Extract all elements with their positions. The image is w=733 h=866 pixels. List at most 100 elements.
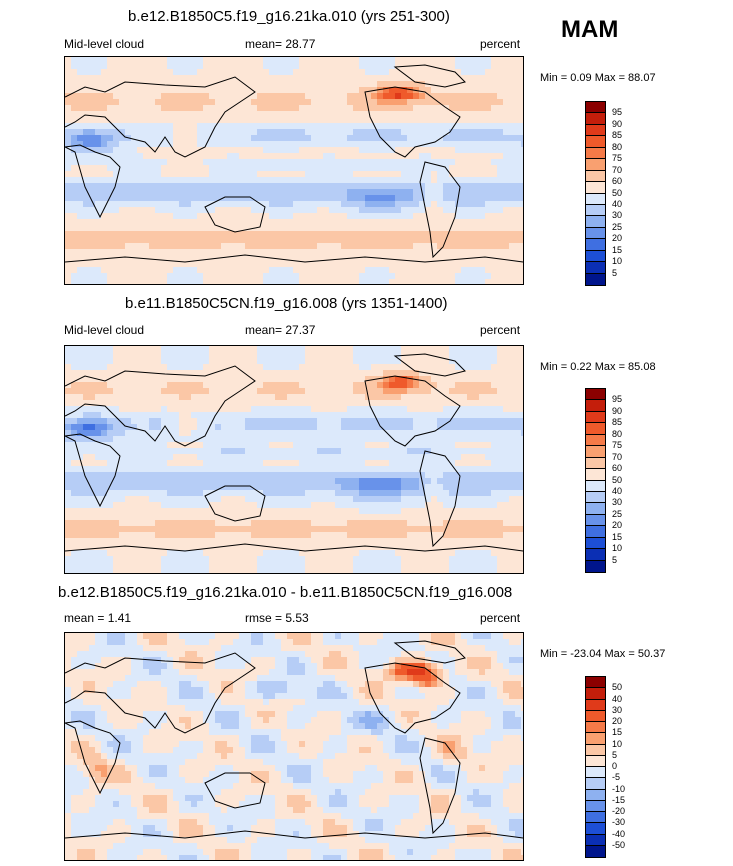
colorbar-tick-label: 50 [612, 474, 623, 485]
colorbar-swatch [586, 677, 605, 689]
colorbar-tick-label: 30 [612, 210, 623, 221]
panel-2-title: b.e11.B1850C5CN.f19_g16.008 (yrs 1351-14… [125, 295, 448, 312]
colorbar-swatch [586, 744, 605, 756]
colorbar-tick-label: 30 [612, 704, 623, 715]
panel-3-rmse: rmse = 5.53 [245, 611, 309, 625]
colorbar-swatch [586, 389, 605, 401]
colorbar-swatch [586, 733, 605, 745]
colorbar-swatch [586, 812, 605, 824]
panel-1-variable: Mid-level cloud [64, 37, 145, 51]
colorbar-swatch [586, 182, 605, 194]
colorbar-tick-label: 25 [612, 508, 623, 519]
colorbar-tick-label: 75 [612, 440, 623, 451]
colorbar-tick-label: -30 [612, 817, 626, 828]
colorbar-swatch [586, 823, 605, 835]
panel-2-colorbar [585, 388, 606, 573]
colorbar-tick-label: 15 [612, 531, 623, 542]
colorbar-swatch [586, 537, 605, 550]
colorbar-swatch [586, 147, 605, 160]
panel-3-colorbar [585, 676, 606, 858]
colorbar-swatch [586, 514, 605, 527]
panel-3-units: percent [480, 611, 521, 625]
colorbar-tick-label: 85 [612, 130, 623, 141]
colorbar-swatch [586, 434, 605, 447]
colorbar-tick-label: -5 [612, 772, 621, 783]
colorbar-tick-label: -50 [612, 839, 626, 850]
panel-1-colorbar [585, 101, 606, 286]
panel-3-minmax: Min = -23.04 Max = 50.37 [540, 648, 666, 660]
colorbar-swatch [586, 457, 605, 470]
colorbar-tick-label: 20 [612, 520, 623, 531]
colorbar-tick-label: 50 [612, 682, 623, 693]
colorbar-tick-label: 90 [612, 405, 623, 416]
panel-1-minmax: Min = 0.09 Max = 88.07 [540, 72, 656, 84]
panel-1-colorbar-labels: 95 90 85 80 75 70 60 50 40 30 25 20 15 10 5 [612, 101, 642, 284]
colorbar-swatch [586, 688, 605, 700]
colorbar-tick-label: 5 [612, 749, 618, 760]
colorbar-tick-label: 80 [612, 428, 623, 439]
colorbar-tick-label: 95 [612, 107, 623, 118]
colorbar-swatch [586, 778, 605, 790]
colorbar-tick-label: 25 [612, 221, 623, 232]
panel-3-title: b.e12.B1850C5.f19_g16.21ka.010 - b.e11.B… [58, 584, 513, 601]
colorbar-tick-label: 85 [612, 417, 623, 428]
colorbar-tick-label: 20 [612, 233, 623, 244]
colorbar-swatch [586, 400, 605, 412]
colorbar-swatch [586, 446, 605, 458]
colorbar-swatch [586, 193, 605, 205]
colorbar-tick-label: 95 [612, 394, 623, 405]
colorbar-swatch [586, 722, 605, 734]
colorbar-swatch [586, 491, 605, 504]
colorbar-tick-label: 70 [612, 164, 623, 175]
panel-1-mean: mean= 28.77 [245, 37, 316, 51]
colorbar-tick-label: 0 [612, 761, 618, 771]
colorbar-tick-label: 5 [612, 267, 618, 278]
colorbar-tick-label: -20 [612, 806, 626, 816]
colorbar-tick-label: 10 [612, 543, 623, 554]
colorbar-tick-label: 15 [612, 727, 623, 738]
colorbar-tick-label: 20 [612, 716, 623, 726]
colorbar-tick-label: 5 [612, 554, 618, 565]
colorbar-swatch [586, 699, 605, 711]
colorbar-swatch [586, 216, 605, 228]
colorbar-swatch [586, 170, 605, 183]
colorbar-tick-label: -10 [612, 783, 626, 794]
colorbar-tick-label: 50 [612, 187, 623, 198]
panel-2-map [64, 345, 524, 574]
colorbar-swatch [586, 136, 605, 148]
colorbar-swatch [586, 124, 605, 137]
colorbar-tick-label: 75 [612, 153, 623, 164]
colorbar-tick-label: 15 [612, 244, 623, 255]
colorbar-tick-label: 10 [612, 738, 623, 749]
colorbar-swatch [586, 834, 605, 846]
colorbar-tick-label: 40 [612, 485, 623, 496]
panel-1-map [64, 56, 524, 285]
colorbar-swatch [586, 710, 605, 722]
colorbar-swatch [586, 549, 605, 561]
colorbar-swatch [586, 102, 605, 114]
panel-3-mean: mean = 1.41 [64, 611, 132, 625]
colorbar-tick-label: 40 [612, 198, 623, 209]
panel-2-colorbar-labels: 95 90 85 80 75 70 60 50 40 30 25 20 15 10 5 [612, 388, 642, 571]
panel-3-colorbar-labels: 50 40 30 20 15 10 5 0 -5 -10 -15 -20 -30 -40 -50 [612, 676, 642, 856]
colorbar-swatch [586, 204, 605, 217]
season-label: MAM [561, 16, 619, 43]
colorbar-swatch [586, 503, 605, 515]
colorbar-swatch [586, 845, 605, 857]
colorbar-tick-label: -40 [612, 828, 626, 839]
colorbar-swatch [586, 789, 605, 801]
colorbar-tick-label: 60 [612, 463, 623, 474]
colorbar-swatch [586, 113, 605, 125]
colorbar-swatch [586, 239, 605, 251]
panel-2-mean: mean= 27.37 [245, 323, 316, 337]
colorbar-swatch [586, 423, 605, 435]
colorbar-swatch [586, 250, 605, 263]
colorbar-tick-label: -15 [612, 794, 626, 805]
colorbar-swatch [586, 560, 605, 572]
colorbar-tick-label: 60 [612, 176, 623, 187]
colorbar-swatch [586, 159, 605, 171]
panel-1-title: b.e12.B1850C5.f19_g16.21ka.010 (yrs 251-… [128, 8, 450, 25]
colorbar-swatch [586, 227, 605, 240]
colorbar-swatch [586, 469, 605, 481]
panel-2-minmax: Min = 0.22 Max = 85.08 [540, 361, 656, 373]
